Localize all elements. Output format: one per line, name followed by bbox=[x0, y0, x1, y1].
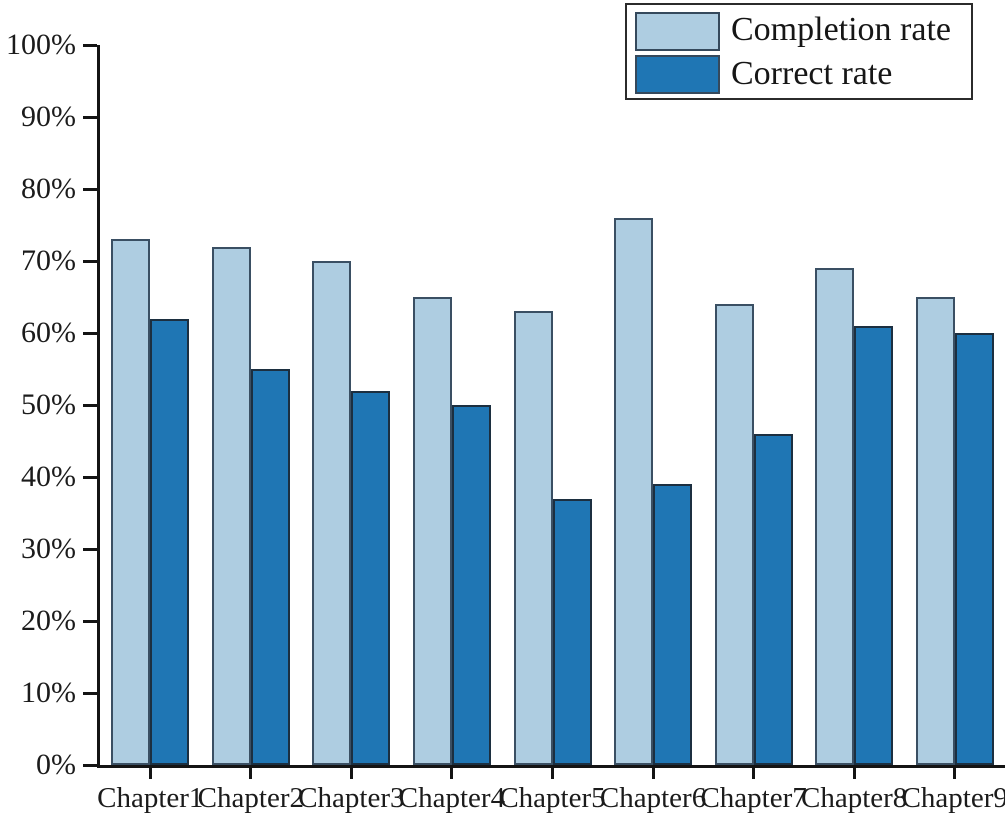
x-axis-tick bbox=[752, 765, 756, 779]
y-axis-tick bbox=[83, 259, 97, 263]
legend: Completion rate Correct rate bbox=[625, 3, 973, 100]
x-axis-tick bbox=[450, 765, 454, 779]
y-axis-tick bbox=[83, 187, 97, 191]
y-axis-tick bbox=[83, 547, 97, 551]
y-axis-tick bbox=[83, 763, 97, 767]
x-axis-tick bbox=[651, 765, 655, 779]
bar-completion-rate-chapter4 bbox=[412, 297, 452, 765]
bar-completion-rate-chapter3 bbox=[312, 261, 352, 765]
y-axis-tick-label: 30% bbox=[21, 532, 76, 565]
x-axis-tick bbox=[551, 765, 554, 779]
bar-correct-rate-chapter9 bbox=[954, 333, 994, 765]
y-axis-tick-label: 70% bbox=[21, 244, 76, 277]
y-axis-tick-label: 80% bbox=[21, 172, 76, 205]
y-axis-tick-label: 10% bbox=[21, 676, 76, 709]
y-axis-tick-label: 20% bbox=[21, 604, 76, 637]
bar-correct-rate-chapter6 bbox=[653, 484, 693, 765]
legend-label-completion-rate: Completion rate bbox=[731, 11, 952, 48]
y-axis-tick bbox=[83, 691, 97, 695]
bar-completion-rate-chapter6 bbox=[614, 217, 654, 765]
x-axis-label-chapter5: Chapter5 bbox=[499, 782, 606, 814]
bar-correct-rate-chapter4 bbox=[451, 405, 491, 765]
bar-correct-rate-chapter5 bbox=[552, 498, 592, 765]
y-axis-line bbox=[97, 45, 100, 768]
x-axis-tick bbox=[349, 765, 353, 779]
x-axis-label-chapter9: Chapter9 bbox=[901, 782, 1005, 814]
plot-area: 0% 10% 20% 30% 40% 50% 60% 70% 80% 90% 100% Chapter… bbox=[6, 29, 1005, 815]
x-axis-label-chapter2: Chapter2 bbox=[197, 782, 304, 814]
y-axis-tick-label: 60% bbox=[21, 316, 76, 349]
bar-correct-rate-chapter3 bbox=[351, 390, 391, 765]
y-axis-tick bbox=[83, 115, 97, 119]
legend-swatch-correct-rate bbox=[635, 55, 720, 94]
x-axis-label-chapter1: Chapter1 bbox=[97, 782, 204, 814]
x-axis-tick bbox=[852, 765, 856, 779]
bar-completion-rate-chapter7 bbox=[714, 304, 754, 765]
x-axis-label-chapter3: Chapter3 bbox=[298, 782, 405, 814]
y-axis-tick-label: 90% bbox=[21, 100, 76, 133]
x-axis-tick bbox=[148, 765, 152, 779]
y-axis-tick bbox=[83, 331, 97, 335]
bar-completion-rate-chapter8 bbox=[815, 268, 855, 765]
bar-completion-rate-chapter2 bbox=[211, 246, 251, 765]
y-axis-tick-label: 50% bbox=[21, 388, 76, 421]
y-axis-tick-label: 0% bbox=[36, 748, 76, 781]
x-axis-tick bbox=[953, 765, 957, 779]
bar-completion-rate-chapter9 bbox=[915, 297, 955, 765]
bar-correct-rate-chapter1 bbox=[150, 318, 190, 765]
bar-correct-rate-chapter8 bbox=[854, 325, 894, 765]
bar-completion-rate-chapter5 bbox=[513, 311, 553, 765]
y-axis-tick-label: 100% bbox=[6, 28, 76, 61]
x-axis-label-chapter7: Chapter7 bbox=[700, 782, 807, 814]
x-axis-label-chapter6: Chapter6 bbox=[599, 782, 707, 814]
bar-correct-rate-chapter2 bbox=[250, 369, 290, 765]
x-axis-label-chapter8: Chapter8 bbox=[801, 782, 908, 814]
bar-correct-rate-chapter7 bbox=[753, 433, 793, 765]
y-axis-tick bbox=[83, 403, 97, 407]
y-axis-tick bbox=[83, 43, 97, 47]
x-axis-label-chapter4: Chapter4 bbox=[398, 782, 506, 814]
bar-completion-rate-chapter1 bbox=[111, 239, 151, 765]
legend-swatch-completion-rate bbox=[635, 12, 720, 51]
y-axis-tick-label: 40% bbox=[21, 460, 76, 493]
legend-label-correct-rate: Correct rate bbox=[731, 55, 893, 92]
x-axis-tick bbox=[249, 765, 253, 779]
y-axis-tick bbox=[83, 619, 97, 623]
y-axis-tick bbox=[83, 475, 97, 479]
